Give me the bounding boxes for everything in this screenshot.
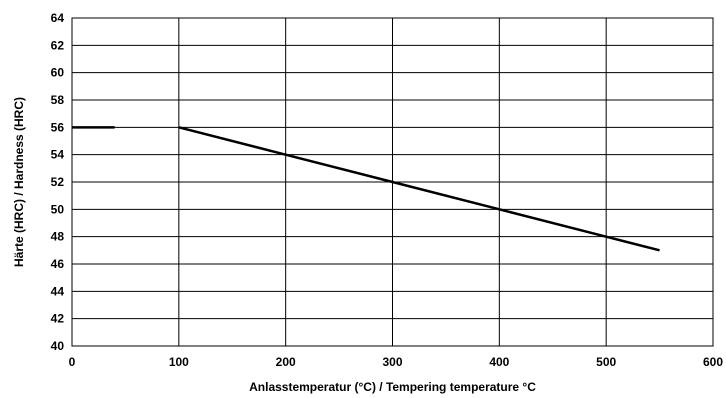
y-tick-label: 56	[51, 120, 65, 134]
y-tick-label: 52	[51, 175, 65, 189]
x-tick-label: 500	[596, 355, 616, 369]
series-layer	[72, 126, 660, 252]
x-tick-label: 0	[69, 355, 76, 369]
y-tick-label: 46	[51, 257, 65, 271]
x-tick-label: 600	[703, 355, 723, 369]
x-axis-label: Anlasstemperatur (°C) / Tempering temper…	[249, 380, 536, 394]
y-tick-labels: 40 42 44 46 48 50 52 54 56 58 60 62 64	[51, 11, 65, 353]
y-tick-label: 60	[51, 66, 65, 80]
series-line-2	[178, 126, 660, 252]
y-tick-label: 58	[51, 93, 65, 107]
x-tick-label: 300	[382, 355, 402, 369]
y-tick-label: 42	[51, 312, 65, 326]
y-tick-label: 54	[51, 148, 65, 162]
y-tick-label: 40	[51, 339, 65, 353]
x-tick-label: 400	[489, 355, 509, 369]
y-tick-label: 64	[51, 11, 65, 25]
y-tick-label: 44	[51, 284, 65, 298]
y-tick-label: 48	[51, 230, 65, 244]
x-tick-label: 100	[169, 355, 189, 369]
plot-frame	[71, 17, 714, 347]
y-tick-label: 62	[51, 38, 65, 52]
y-axis-label: Härte (HRC) / Hardness (HRC)	[12, 97, 26, 267]
y-tick-label: 50	[51, 202, 65, 216]
x-tick-label: 200	[276, 355, 296, 369]
x-tick-labels: 0 100 200 300 400 500 600	[69, 355, 724, 369]
